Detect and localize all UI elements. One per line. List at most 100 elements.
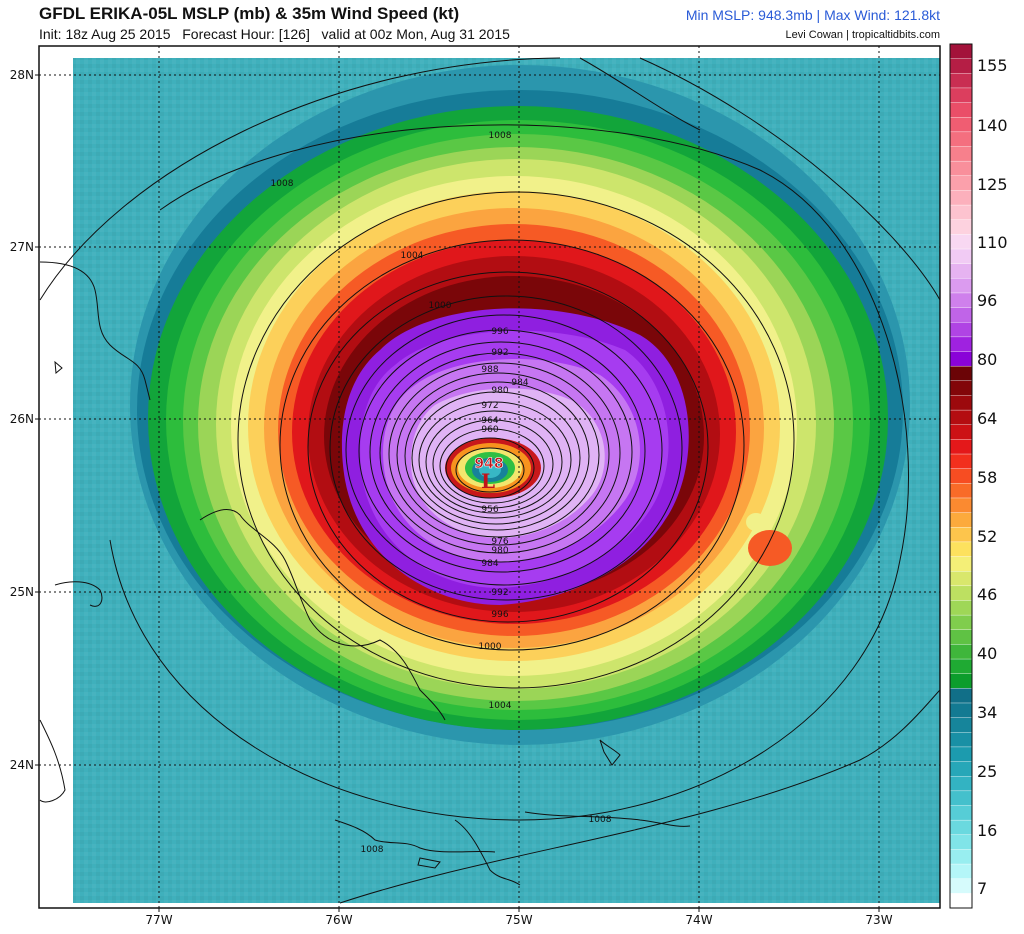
isobar-label: 1004	[401, 251, 424, 261]
colorbar-swatch	[949, 365, 973, 382]
colorbar-label: 96	[977, 291, 997, 310]
isobar-label: 980	[491, 386, 508, 396]
colorbar-label: 52	[977, 527, 997, 546]
isobar-label: 956	[481, 505, 498, 515]
colorbar-swatch	[949, 439, 973, 455]
colorbar-swatch	[949, 468, 973, 485]
isobar-label: 980	[491, 546, 508, 556]
colorbar-swatch	[949, 131, 973, 148]
colorbar-label: 125	[977, 175, 1008, 194]
colorbar-swatch	[949, 146, 973, 162]
colorbar-swatch	[949, 43, 973, 60]
lat-tick-label: 28N	[10, 68, 34, 82]
valid-time: valid at 00z Mon, Aug 31 2015	[321, 26, 510, 42]
colorbar-swatch	[949, 160, 973, 177]
colorbar-swatch	[949, 497, 973, 514]
wind-speed-colorbar	[949, 43, 973, 909]
colorbar-swatch	[949, 453, 973, 470]
isobar-label: 1008	[589, 815, 612, 825]
colorbar-swatch	[949, 541, 973, 558]
colorbar-label: 40	[977, 644, 997, 663]
colorbar-swatch	[949, 819, 973, 836]
colorbar-swatch	[949, 292, 973, 309]
lat-tick-label: 25N	[10, 585, 34, 599]
isobar-label: 1008	[489, 131, 512, 141]
colorbar-swatch	[949, 483, 973, 499]
isobar-label: 1004	[489, 701, 512, 711]
colorbar-swatch	[949, 805, 973, 821]
colorbar-label: 46	[977, 585, 997, 604]
map-title: GFDL ERIKA-05L MSLP (mb) & 35m Wind Spee…	[39, 4, 460, 23]
colorbar-swatch	[949, 614, 973, 631]
colorbar-swatch	[949, 204, 973, 221]
colorbar-swatch	[949, 629, 973, 646]
colorbar-swatch	[949, 790, 973, 807]
isobar-label: 996	[491, 327, 508, 337]
colorbar-swatch	[949, 556, 973, 572]
colorbar-swatch	[949, 234, 973, 250]
colorbar-swatch	[949, 351, 973, 367]
colorbar-swatch	[949, 893, 973, 909]
lat-tick-label: 27N	[10, 240, 34, 254]
colorbar-label: 140	[977, 116, 1008, 135]
longitude-axis: 77W 76W 75W 74W 73W	[145, 913, 892, 927]
isobar-label: 976	[491, 537, 508, 547]
isobar-label: 1000	[429, 301, 452, 311]
colorbar-swatch	[949, 73, 973, 89]
isobar-label: 992	[491, 348, 508, 358]
isobar-label: 1008	[361, 845, 384, 855]
lon-tick-label: 73W	[865, 913, 892, 927]
isobar-label: 1000	[479, 642, 502, 652]
lat-tick-label: 24N	[10, 758, 34, 772]
isobar-label: 992	[491, 588, 508, 598]
colorbar-swatch	[949, 658, 973, 675]
colorbar-swatch	[949, 87, 973, 104]
colorbar-swatch	[949, 175, 973, 192]
colorbar-swatch	[949, 58, 973, 74]
colorbar-swatch	[949, 761, 973, 777]
colorbar-label: 110	[977, 233, 1008, 252]
colorbar-swatch	[949, 527, 973, 543]
storm-stats: Min MSLP: 948.3mb | Max Wind: 121.8kt	[685, 7, 940, 23]
colorbar-swatch	[949, 512, 973, 528]
colorbar-border	[949, 43, 973, 909]
colorbar-label: 34	[977, 703, 997, 722]
colorbar-swatch	[949, 688, 973, 704]
isobar-label: 964	[481, 416, 498, 426]
colorbar-swatch	[949, 307, 973, 323]
colorbar-label: 64	[977, 409, 997, 428]
colorbar-label: 80	[977, 350, 997, 369]
lon-tick-label: 75W	[505, 913, 532, 927]
colorbar-swatch	[949, 878, 973, 895]
colorbar-swatch	[949, 424, 973, 441]
lon-tick-label: 76W	[325, 913, 352, 927]
init-time: Init: 18z Aug 25 2015	[39, 26, 171, 42]
colorbar-swatch	[949, 585, 973, 602]
colorbar-swatch	[949, 673, 973, 690]
isobar-labels: 1008 1008 1008 1008 1004 1004 1000 1000 …	[271, 131, 612, 855]
colorbar-swatch	[949, 702, 973, 719]
colorbar-swatch	[949, 732, 973, 748]
map-subtitle: Init: 18z Aug 25 2015 Forecast Hour: [12…	[39, 26, 510, 42]
isobar-label: 984	[481, 559, 498, 569]
colorbar-swatch	[949, 644, 973, 660]
colorbar-swatch	[949, 336, 973, 353]
colorbar-label: 16	[977, 821, 997, 840]
isobar-label: 996	[491, 610, 508, 620]
colorbar-label: 155	[977, 56, 1008, 75]
colorbar-label: 7	[977, 879, 987, 898]
isobar-label: 960	[481, 425, 498, 435]
colorbar-swatch	[949, 395, 973, 411]
colorbar-label: 25	[977, 762, 997, 781]
colorbar-swatch	[949, 746, 973, 763]
lat-ticks	[35, 74, 39, 766]
colorbar-swatch	[949, 717, 973, 733]
isobar-label: 988	[481, 365, 498, 375]
center-pressure-label: 948	[474, 456, 503, 472]
colorbar-swatch	[949, 117, 973, 133]
latitude-axis: 28N 27N 26N 25N 24N	[10, 68, 34, 772]
colorbar-swatch	[949, 409, 973, 426]
colorbar-swatch	[949, 570, 973, 587]
graticule	[39, 46, 940, 908]
